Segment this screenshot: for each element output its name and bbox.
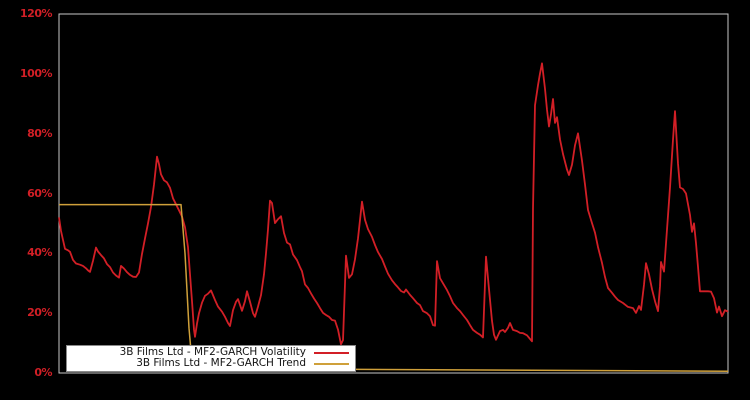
y-axis-tick-label: 80% bbox=[27, 126, 52, 140]
y-axis-tick-label: 20% bbox=[27, 306, 52, 320]
volatility-line bbox=[58, 62, 729, 346]
legend-label-volatility: 3B Films Ltd - MF2-GARCH Volatility bbox=[119, 346, 306, 358]
legend: 3B Films Ltd - MF2-GARCH Volatility 3B F… bbox=[66, 345, 356, 372]
trend-line-sample-icon bbox=[314, 362, 349, 365]
legend-label-trend: 3B Films Ltd - MF2-GARCH Trend bbox=[136, 357, 306, 369]
legend-item-trend: 3B Films Ltd - MF2-GARCH Trend bbox=[69, 358, 351, 369]
volatility-line-sample-icon bbox=[314, 351, 349, 354]
y-axis-tick-label: 0% bbox=[34, 366, 52, 379]
y-axis-tick-label: 120% bbox=[20, 7, 52, 20]
y-axis-tick-label: 60% bbox=[27, 186, 52, 200]
legend-item-volatility: 3B Films Ltd - MF2-GARCH Volatility bbox=[69, 347, 351, 358]
y-axis-tick-label: 100% bbox=[20, 66, 52, 80]
plot-border bbox=[58, 13, 729, 374]
y-axis-tick-label: 40% bbox=[27, 246, 52, 260]
